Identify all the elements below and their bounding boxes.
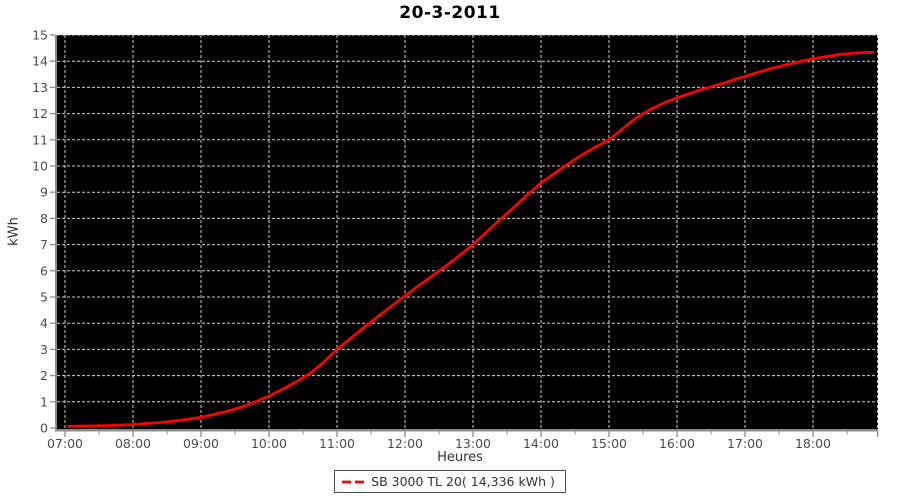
x-tick-label: 13:00: [455, 436, 491, 451]
y-tick-label: 2: [40, 368, 48, 383]
y-tick-label: 4: [40, 316, 48, 331]
y-tick-label: 7: [40, 237, 48, 252]
plot-background: [57, 35, 878, 429]
legend-box: SB 3000 TL 20( 14,336 kWh ): [334, 470, 566, 493]
y-tick-label: 14: [32, 54, 48, 69]
y-tick-label: 12: [32, 106, 48, 121]
y-tick-label: 0: [40, 421, 48, 436]
legend-line-marker: [342, 480, 368, 483]
y-tick-label: 5: [40, 290, 48, 305]
legend-label: SB 3000 TL 20( 14,336 kWh ): [371, 474, 555, 489]
x-tick-label: 18:00: [795, 436, 831, 451]
y-tick-label: 13: [32, 80, 48, 95]
x-tick-label: 08:00: [115, 436, 151, 451]
y-tick-label: 11: [32, 132, 48, 147]
x-tick-label: 09:00: [183, 436, 219, 451]
x-tick-label: 14:00: [523, 436, 559, 451]
y-tick-label: 15: [32, 28, 48, 43]
x-tick-label: 16:00: [659, 436, 695, 451]
x-tick-label: 11:00: [319, 436, 355, 451]
x-tick-label: 07:00: [47, 436, 83, 451]
x-tick-label: 12:00: [387, 436, 423, 451]
y-tick-label: 10: [32, 159, 48, 174]
x-tick-label: 10:00: [251, 436, 287, 451]
y-axis-label: kWh: [6, 217, 22, 246]
x-axis-line: [55, 429, 878, 432]
y-tick-label: 1: [40, 394, 48, 409]
chart-title: 20-3-2011: [399, 3, 501, 23]
x-tick-label: 17:00: [727, 436, 763, 451]
y-tick-label: 9: [40, 185, 48, 200]
x-tick-label: 15:00: [591, 436, 627, 451]
x-axis-label: Heures: [437, 450, 483, 465]
series-line: [67, 50, 875, 428]
y-tick-label: 6: [40, 263, 48, 278]
y-axis-line: [55, 35, 57, 431]
y-tick-label: 8: [40, 211, 48, 226]
y-tick-label: 3: [40, 342, 48, 357]
legend: SB 3000 TL 20( 14,336 kWh ): [0, 470, 900, 493]
